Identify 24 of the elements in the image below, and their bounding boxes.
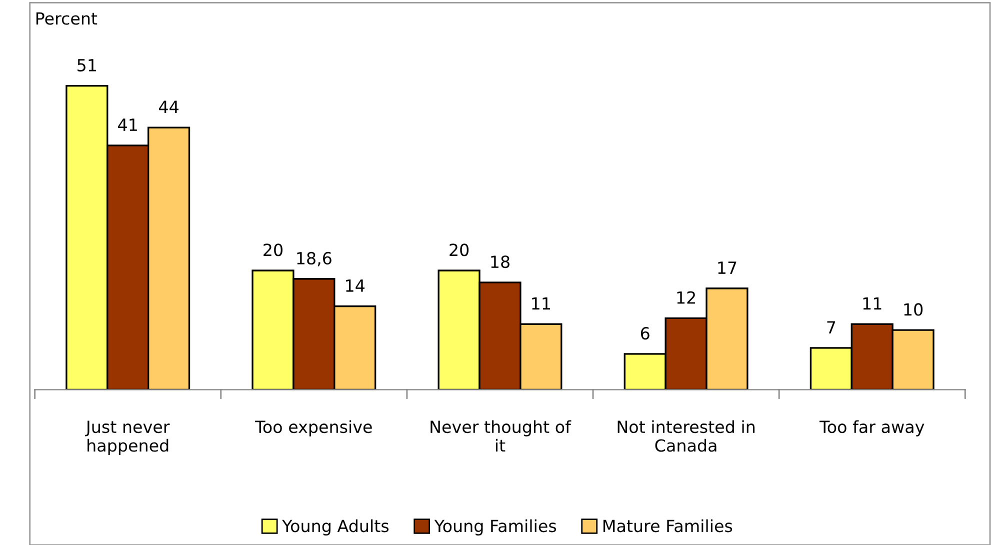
data-label: 12 <box>677 291 695 304</box>
data-label: 41 <box>118 118 137 131</box>
legend-label: Young Adults <box>282 519 389 536</box>
data-label: 20 <box>264 244 282 256</box>
data-label: 17 <box>718 262 736 274</box>
data-label: 18,6 <box>297 252 332 266</box>
data-label: 51 <box>78 59 96 72</box>
x-tick-label: Never thought of it <box>430 420 572 452</box>
legend-label: Mature Families <box>603 519 732 532</box>
x-tick-label: Just never happened <box>85 420 170 456</box>
y-axis-title: Percent <box>36 12 98 25</box>
x-tick-label: Not interested in Canada <box>618 420 755 452</box>
x-tick-label: Too expensive <box>255 420 372 436</box>
legend-label: Young Families <box>434 519 556 536</box>
data-label: 44 <box>159 100 178 113</box>
data-label: 11 <box>532 297 550 310</box>
data-label: 11 <box>863 297 882 310</box>
x-tick-label: Too far away <box>819 420 924 436</box>
data-label: 18 <box>491 255 510 268</box>
data-label: 14 <box>346 280 365 292</box>
data-label: 20 <box>450 244 469 256</box>
data-label: 6 <box>640 326 650 340</box>
data-label: 7 <box>827 321 836 334</box>
data-label: 10 <box>904 303 923 316</box>
